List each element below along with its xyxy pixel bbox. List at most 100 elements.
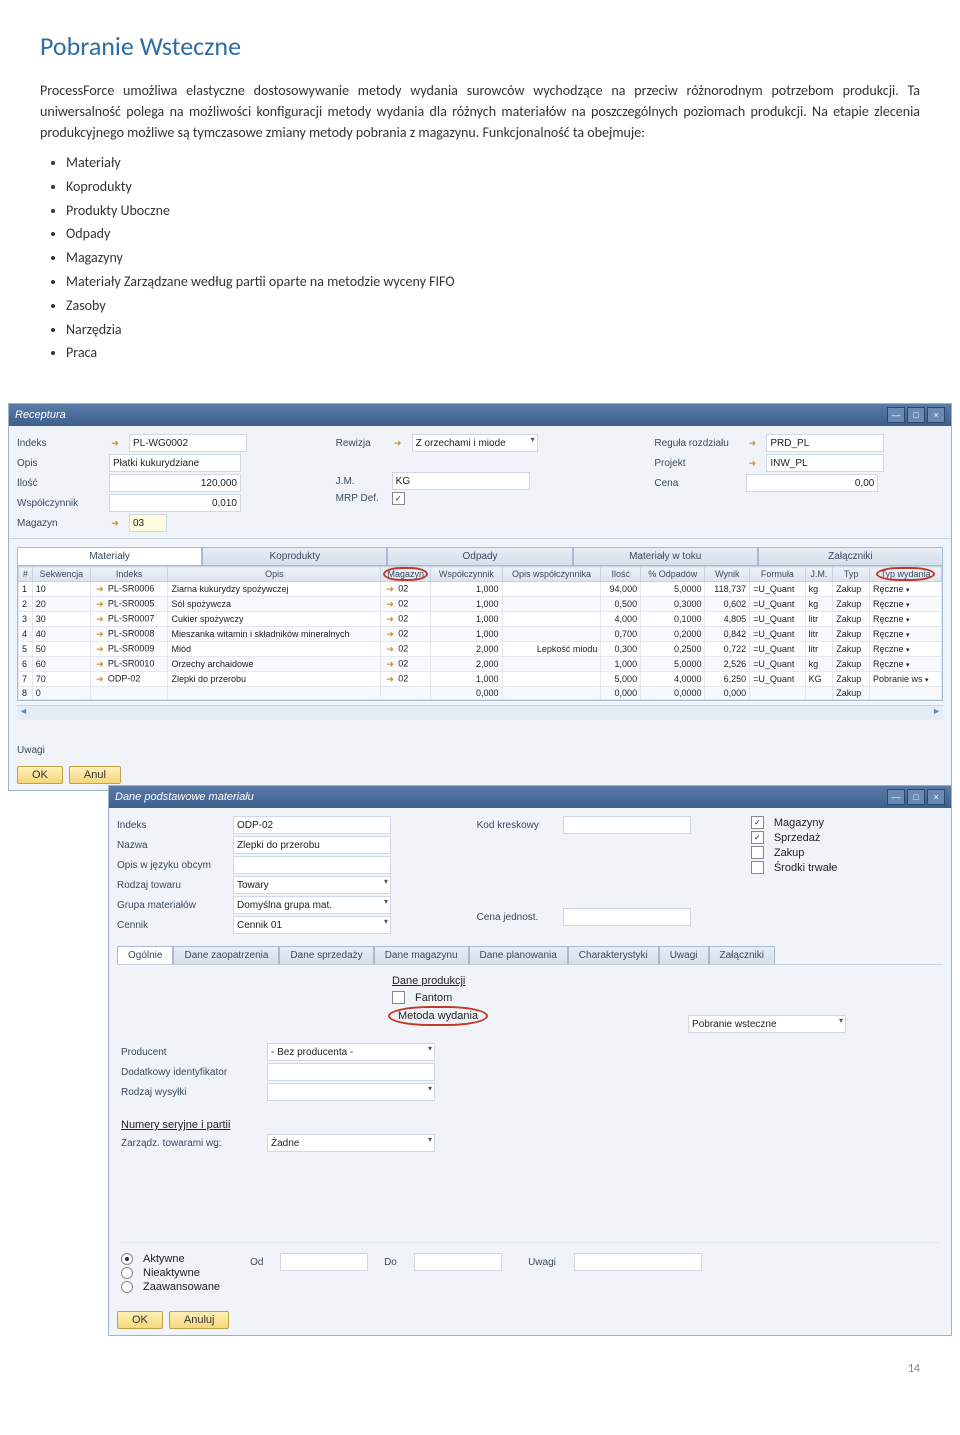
sro-checkbox[interactable] <box>751 861 764 874</box>
tab-magazynu[interactable]: Dane magazynu <box>374 946 469 964</box>
table-row[interactable]: 550➜PL-SR0009Miód➜022,000Lepkość miodu0,… <box>19 642 942 657</box>
ok-button[interactable]: OK <box>17 766 63 784</box>
od-field[interactable] <box>280 1253 368 1271</box>
tab-zaopatrzenia[interactable]: Dane zaopatrzenia <box>173 946 279 964</box>
cena-field[interactable]: 0,00 <box>746 474 878 492</box>
nieaktywne-radio[interactable] <box>121 1267 133 1279</box>
maximize-icon[interactable]: □ <box>907 789 925 805</box>
anuluj-button[interactable]: Anuluj <box>169 1311 230 1329</box>
col-sekw[interactable]: Sekwencja <box>32 567 90 582</box>
col-ilosc[interactable]: Ilość <box>601 567 641 582</box>
col-odp[interactable]: % Odpadów <box>641 567 705 582</box>
col-hash[interactable]: # <box>19 567 33 582</box>
rodzaj-field[interactable]: Towary <box>233 876 391 894</box>
cell: 118,737 <box>705 582 750 597</box>
proj-field[interactable]: INW_PL <box>766 454 884 472</box>
indeks-field[interactable]: PL-WG0002 <box>129 434 247 452</box>
tab-zalaczniki[interactable]: Załączniki <box>709 946 775 964</box>
mrp-checkbox[interactable]: ✓ <box>392 492 405 505</box>
table-row[interactable]: 330➜PL-SR0007Cukier spożywczy➜021,0004,0… <box>19 612 942 627</box>
cell: Sól spożywcza <box>168 597 381 612</box>
tab-ogolnie[interactable]: Ogólnie <box>117 946 173 964</box>
rew-field[interactable]: Z orzechami i miode <box>412 434 538 452</box>
table-row[interactable]: 800,0000,0000,00000,000Zakup <box>19 687 942 700</box>
uwagi-field[interactable] <box>574 1253 702 1271</box>
tab-charakterystyki[interactable]: Charakterystyki <box>568 946 659 964</box>
link-icon[interactable]: ➜ <box>109 517 121 529</box>
link-icon[interactable]: ➜ <box>392 437 404 449</box>
reg-field[interactable]: PRD_PL <box>766 434 884 452</box>
maximize-icon[interactable]: □ <box>907 407 925 423</box>
scrollbar[interactable] <box>17 705 943 720</box>
rodzw-field[interactable] <box>267 1083 435 1101</box>
opis-field[interactable] <box>233 856 391 874</box>
col-formula[interactable]: Formuła <box>750 567 805 582</box>
metoda-field[interactable]: Pobranie wsteczne <box>688 1015 846 1033</box>
col-jm[interactable]: J.M. <box>805 567 833 582</box>
tab-uwagi[interactable]: Uwagi <box>659 946 709 964</box>
label: Cennik <box>117 920 227 931</box>
link-icon[interactable]: ➜ <box>109 437 121 449</box>
close-icon[interactable]: × <box>927 789 945 805</box>
cell: Pobranie ws ▾ <box>870 672 942 687</box>
label: Indeks <box>17 438 103 449</box>
titlebar[interactable]: Receptura — □ × <box>9 404 951 426</box>
tab-materialy[interactable]: Materiały <box>17 547 202 565</box>
table-row[interactable]: 770➜ODP-02Zlepki do przerobu➜021,0005,00… <box>19 672 942 687</box>
do-field[interactable] <box>414 1253 502 1271</box>
minimize-icon[interactable]: — <box>887 407 905 423</box>
anuluj-button[interactable]: Anul <box>69 766 121 784</box>
ilosc-field[interactable]: 120,000 <box>109 474 241 492</box>
cell: 4,000 <box>601 612 641 627</box>
tab-planowania[interactable]: Dane planowania <box>469 946 568 964</box>
col-wynik[interactable]: Wynik <box>705 567 750 582</box>
wsp-field[interactable]: 0,010 <box>109 494 241 512</box>
tab-zalaczniki[interactable]: Załączniki <box>758 547 943 565</box>
table-row[interactable]: 660➜PL-SR0010Orzechy archaidowe➜022,0001… <box>19 657 942 672</box>
col-magazyn[interactable]: Magazyn <box>381 567 431 582</box>
titlebar[interactable]: Dane podstawowe materiału — □ × <box>109 786 951 808</box>
tab-koprodukty[interactable]: Koprodukty <box>202 547 387 565</box>
mag-field[interactable]: 03 <box>129 514 167 532</box>
cell: Orzechy archaidowe <box>168 657 381 672</box>
kod-field[interactable] <box>563 816 691 834</box>
col-opiswsp[interactable]: Opis współczynnika <box>502 567 601 582</box>
col-typwyd[interactable]: Typ wydania <box>870 567 942 582</box>
cenaj-field[interactable] <box>563 908 691 926</box>
col-typ[interactable]: Typ <box>833 567 870 582</box>
indeks-field[interactable]: ODP-02 <box>233 816 391 834</box>
close-icon[interactable]: × <box>927 407 945 423</box>
mag-checkbox[interactable]: ✓ <box>751 816 764 829</box>
cennik-field[interactable]: Cennik 01 <box>233 916 391 934</box>
bullet-item: Koprodukty <box>66 175 920 199</box>
ok-button[interactable]: OK <box>117 1311 163 1329</box>
opis-field[interactable]: Płatki kukurydziane <box>109 454 241 472</box>
col-opis[interactable]: Opis <box>168 567 381 582</box>
col-indeks[interactable]: Indeks <box>90 567 168 582</box>
tab-mat-w-toku[interactable]: Materiały w toku <box>573 547 758 565</box>
jm-field[interactable]: KG <box>392 472 530 490</box>
link-icon[interactable]: ➜ <box>746 457 758 469</box>
col-wsp[interactable]: Współczynnik <box>431 567 502 582</box>
window-title: Receptura <box>15 409 66 421</box>
cell: 70 <box>32 672 90 687</box>
cell <box>750 687 805 700</box>
zarz-field[interactable]: Żadne <box>267 1134 435 1152</box>
dod-field[interactable] <box>267 1063 435 1081</box>
link-icon[interactable]: ➜ <box>746 437 758 449</box>
table-row[interactable]: 440➜PL-SR0008Mieszanka witamin i składni… <box>19 627 942 642</box>
grupa-field[interactable]: Domyślna grupa mat. <box>233 896 391 914</box>
aktywne-radio[interactable] <box>121 1253 133 1265</box>
fantom-checkbox[interactable] <box>392 991 405 1004</box>
minimize-icon[interactable]: — <box>887 789 905 805</box>
label: Nazwa <box>117 840 227 851</box>
tab-odpady[interactable]: Odpady <box>387 547 572 565</box>
prod-field[interactable]: - Bez producenta - <box>267 1043 435 1061</box>
zak-checkbox[interactable] <box>751 846 764 859</box>
spr-checkbox[interactable]: ✓ <box>751 831 764 844</box>
table-row[interactable]: 220➜PL-SR0005Sól spożywcza➜021,0000,5000… <box>19 597 942 612</box>
tab-sprzedazy[interactable]: Dane sprzedaży <box>279 946 373 964</box>
zaawansowane-radio[interactable] <box>121 1281 133 1293</box>
nazwa-field[interactable]: Zlepki do przerobu <box>233 836 391 854</box>
table-row[interactable]: 110➜PL-SR0006Ziarna kukurydzy spożywczej… <box>19 582 942 597</box>
